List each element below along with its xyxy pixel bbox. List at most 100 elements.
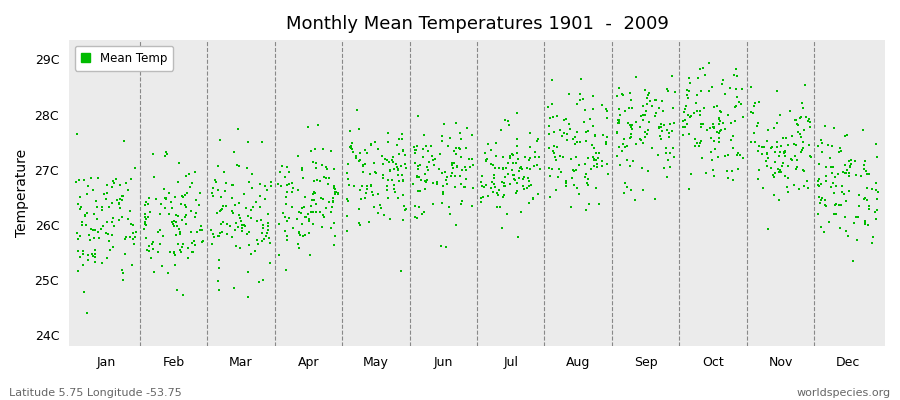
Point [284, 180, 299, 186]
Point [760, 138, 774, 144]
Point [500, 171, 515, 178]
Point [474, 172, 489, 179]
Point [432, 166, 446, 172]
Point [496, 194, 510, 200]
Point [68, 179, 83, 185]
Point [487, 175, 501, 182]
Point [499, 117, 513, 123]
Point [503, 181, 517, 188]
Point [510, 156, 525, 162]
Point [609, 129, 624, 135]
Point [137, 225, 151, 232]
Point [314, 195, 328, 202]
Point [567, 168, 581, 174]
Point [343, 144, 357, 151]
Point [531, 136, 545, 142]
Point [547, 143, 562, 150]
Point [206, 231, 220, 238]
Point [851, 214, 866, 220]
Point [399, 206, 413, 212]
Point [710, 129, 724, 135]
Point [286, 185, 301, 192]
Point [138, 218, 152, 225]
Point [814, 137, 828, 143]
Point [465, 184, 480, 191]
Point [394, 268, 409, 274]
Point [705, 84, 719, 90]
Point [770, 139, 785, 145]
Point [185, 249, 200, 255]
Point [342, 182, 356, 189]
Point [228, 227, 242, 234]
Point [212, 287, 226, 293]
Point [429, 181, 444, 188]
Point [526, 195, 540, 202]
Point [436, 183, 450, 189]
Point [752, 166, 766, 173]
Point [212, 233, 226, 239]
Point [190, 229, 204, 235]
Point [298, 194, 312, 200]
Point [90, 203, 104, 210]
Point [306, 208, 320, 215]
Point [425, 153, 439, 159]
Point [612, 144, 626, 150]
Point [392, 136, 406, 142]
Point [770, 120, 784, 126]
Point [126, 230, 140, 237]
Point [158, 152, 172, 159]
Point [316, 211, 330, 218]
Point [410, 166, 425, 172]
Point [304, 209, 319, 216]
Point [410, 174, 424, 180]
Point [94, 207, 109, 213]
Point [821, 142, 835, 149]
Point [398, 207, 412, 213]
Point [211, 210, 225, 216]
Point [661, 127, 675, 133]
Point [638, 134, 652, 140]
Point [848, 158, 862, 164]
Point [793, 131, 807, 137]
Point [487, 172, 501, 178]
Point [194, 222, 208, 229]
Point [86, 187, 100, 194]
Point [637, 112, 652, 118]
Point [244, 207, 258, 213]
Point [552, 166, 566, 172]
Point [119, 234, 133, 240]
Point [637, 129, 652, 136]
Point [292, 245, 306, 251]
Point [454, 181, 469, 188]
Point [714, 108, 728, 115]
Point [803, 152, 817, 159]
Point [531, 190, 545, 197]
Point [706, 120, 721, 127]
Point [657, 122, 671, 128]
Point [277, 228, 292, 234]
Point [768, 170, 782, 176]
Point [818, 164, 832, 170]
Point [617, 190, 632, 196]
Point [486, 162, 500, 168]
Point [100, 182, 114, 188]
Point [462, 156, 476, 162]
Point [734, 101, 748, 107]
Point [776, 135, 790, 141]
Point [349, 153, 364, 159]
Point [380, 183, 394, 190]
Point [284, 204, 299, 210]
Point [860, 185, 874, 191]
Point [139, 222, 153, 228]
Point [114, 197, 129, 204]
Point [245, 171, 259, 178]
Point [595, 102, 609, 108]
Point [392, 167, 406, 174]
Point [800, 178, 814, 184]
Point [139, 235, 153, 241]
Point [702, 125, 716, 131]
Point [94, 204, 109, 210]
Point [232, 163, 247, 169]
Point [795, 146, 809, 153]
Point [869, 196, 884, 202]
